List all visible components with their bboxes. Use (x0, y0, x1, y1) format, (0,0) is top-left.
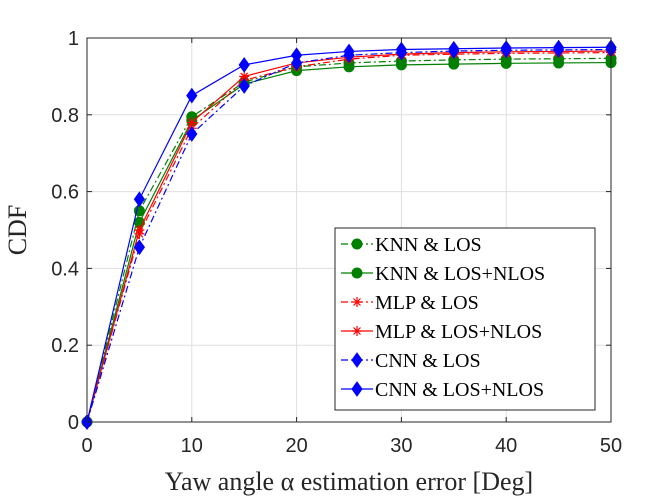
data-point (552, 39, 565, 56)
star-stroke (240, 72, 249, 81)
star-stroke (353, 298, 361, 306)
x-tick-label: 30 (390, 435, 412, 457)
data-point (290, 47, 303, 64)
legend-marker (352, 326, 362, 336)
legend-marker (351, 267, 363, 279)
x-tick-label: 0 (81, 435, 92, 457)
data-point (186, 126, 198, 142)
series-line-4 (86, 48, 612, 423)
legend-marker (352, 297, 362, 307)
star-stroke (187, 118, 196, 127)
star-stroke (353, 327, 361, 335)
data-point (238, 78, 250, 94)
data-point (553, 57, 565, 69)
x-tick-label: 10 (181, 435, 203, 457)
x-tick-label: 40 (495, 435, 517, 457)
legend-label: KNN & LOS (375, 234, 482, 256)
star-stroke (135, 226, 144, 234)
y-tick-label: 0 (68, 412, 79, 434)
x-tick-label: 50 (600, 435, 622, 457)
legend-label: CNN & LOS+NLOS (375, 379, 544, 401)
data-point (186, 87, 198, 104)
y-tick-label: 0.4 (51, 258, 79, 280)
y-axis-label: CDF (3, 205, 32, 256)
data-point (133, 239, 146, 256)
data-point (186, 117, 197, 128)
data-point (134, 225, 145, 235)
legend-marker (351, 238, 363, 250)
legend-label: KNN & LOS+NLOS (375, 263, 545, 285)
series-group (81, 39, 617, 430)
x-tick-label: 20 (285, 435, 307, 457)
legend-label: MLP & LOS (375, 292, 479, 314)
data-point (448, 40, 460, 57)
data-point (133, 191, 146, 208)
legend-label: CNN & LOS (375, 350, 481, 372)
data-point (395, 59, 407, 71)
y-tick-label: 1 (68, 28, 79, 50)
data-point (343, 43, 355, 60)
legend-marker (351, 381, 363, 397)
legend-label: MLP & LOS+NLOS (375, 321, 542, 343)
data-point (500, 40, 512, 56)
legend-marker (351, 352, 363, 368)
y-tick-label: 0.6 (51, 182, 79, 204)
y-tick-label: 0.2 (51, 335, 79, 357)
data-point (238, 57, 250, 73)
ticks: 0 10 20 30 40 50 0 0.2 0.4 0.6 0.8 1 (51, 28, 622, 457)
y-tick-label: 0.8 (51, 105, 79, 127)
plot-frame (86, 37, 612, 423)
x-axis-label: Yaw angle α estimation error [Deg] (165, 467, 533, 496)
data-point (448, 58, 460, 70)
data-point (500, 57, 512, 69)
data-point (395, 41, 408, 58)
legend-box (334, 227, 596, 411)
legend: KNN & LOS KNN & LOS+NLOS MLP & LOS MLP & LO… (334, 227, 596, 411)
data-point (239, 71, 250, 82)
